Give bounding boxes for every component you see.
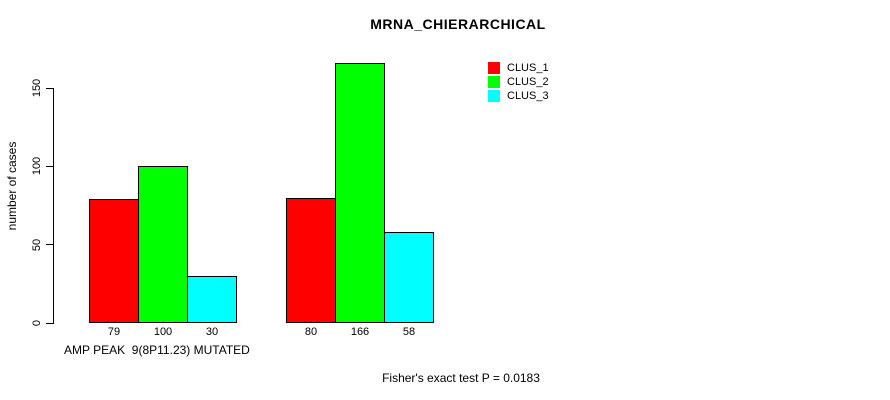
legend-label: CLUS_3 bbox=[507, 90, 549, 102]
legend-item-clus_1: CLUS_1 bbox=[488, 61, 549, 75]
bar-value-label: 58 bbox=[402, 326, 416, 338]
y-axis-tick bbox=[46, 87, 54, 89]
bar-value-label: 166 bbox=[350, 326, 370, 338]
x-axis-label: AMP PEAK 9(8P11.23) MUTATED bbox=[64, 343, 250, 357]
y-axis-tick-label: 50 bbox=[31, 238, 43, 251]
legend-item-clus_2: CLUS_2 bbox=[488, 75, 549, 89]
bar-clus_3-group-1 bbox=[187, 276, 237, 323]
legend-label: CLUS_2 bbox=[507, 76, 549, 88]
chart-title: MRNA_CHIERARCHICAL bbox=[370, 16, 546, 32]
y-axis-tick-label: 0 bbox=[31, 319, 43, 327]
legend-item-clus_3: CLUS_3 bbox=[488, 89, 549, 103]
bar-clus_1-group-1 bbox=[89, 199, 139, 323]
y-axis-tick-label: 100 bbox=[31, 157, 43, 176]
y-axis-tick bbox=[46, 322, 54, 324]
legend-swatch-icon bbox=[488, 90, 500, 102]
annotation-text: Fisher's exact test P = 0.0183 bbox=[382, 371, 540, 385]
legend-label: CLUS_1 bbox=[507, 62, 549, 74]
bar-value-label: 30 bbox=[205, 326, 219, 338]
legend-swatch-icon bbox=[488, 76, 500, 88]
y-axis-line bbox=[53, 88, 54, 323]
legend-swatch-icon bbox=[488, 62, 500, 74]
bar-value-label: 79 bbox=[107, 326, 121, 338]
bar-clus_1-group-2 bbox=[286, 197, 336, 323]
y-axis-label: number of cases bbox=[5, 141, 19, 231]
bar-clus_2-group-1 bbox=[138, 166, 188, 323]
y-axis-tick-label: 150 bbox=[31, 78, 43, 98]
bar-clus_2-group-2 bbox=[335, 62, 385, 323]
bar-value-label: 100 bbox=[153, 326, 173, 338]
legend: CLUS_1 CLUS_2 CLUS_3 bbox=[488, 61, 549, 103]
y-axis-tick bbox=[46, 244, 54, 246]
y-axis-tick bbox=[46, 165, 54, 167]
bar-clus_3-group-2 bbox=[384, 232, 434, 323]
bar-value-label: 80 bbox=[304, 326, 318, 338]
